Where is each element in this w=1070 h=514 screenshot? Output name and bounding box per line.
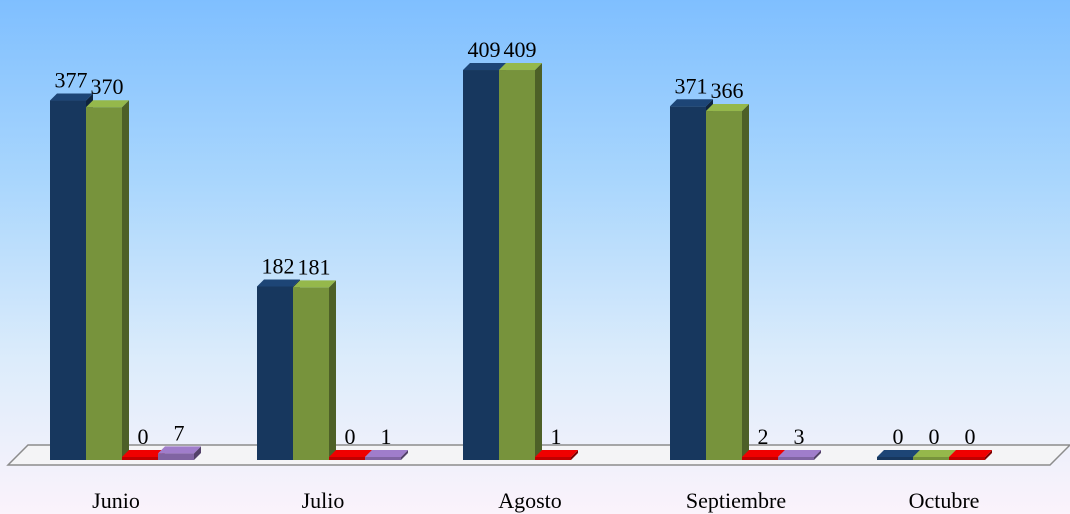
data-label: 0 xyxy=(138,424,149,449)
bar xyxy=(535,450,578,460)
category-label: Septiembre xyxy=(686,488,786,513)
data-label: 0 xyxy=(929,424,940,449)
bars-layer xyxy=(50,63,992,461)
data-label: 409 xyxy=(504,37,537,62)
data-label: 7 xyxy=(174,420,185,445)
bar xyxy=(949,450,992,460)
data-label: 0 xyxy=(345,424,356,449)
bar xyxy=(365,450,408,460)
data-label: 3 xyxy=(794,424,805,449)
data-label: 366 xyxy=(711,78,744,103)
data-label: 182 xyxy=(262,253,295,278)
data-label: 1 xyxy=(381,424,392,449)
bar xyxy=(158,446,201,460)
bar xyxy=(499,63,542,461)
bar xyxy=(293,280,336,460)
bar xyxy=(706,104,749,461)
data-label: 371 xyxy=(675,73,708,98)
data-label: 370 xyxy=(91,74,124,99)
data-label: 1 xyxy=(551,424,562,449)
data-label: 377 xyxy=(55,68,88,93)
bar xyxy=(778,450,821,460)
category-label: Agosto xyxy=(498,488,562,513)
category-label: Junio xyxy=(92,488,140,513)
category-label: Octubre xyxy=(909,488,980,513)
category-label: Julio xyxy=(302,488,345,513)
data-label: 409 xyxy=(468,37,501,62)
data-label: 2 xyxy=(758,424,769,449)
data-label: 0 xyxy=(893,424,904,449)
data-label: 0 xyxy=(965,424,976,449)
data-label: 181 xyxy=(298,254,331,279)
bar xyxy=(86,100,129,460)
